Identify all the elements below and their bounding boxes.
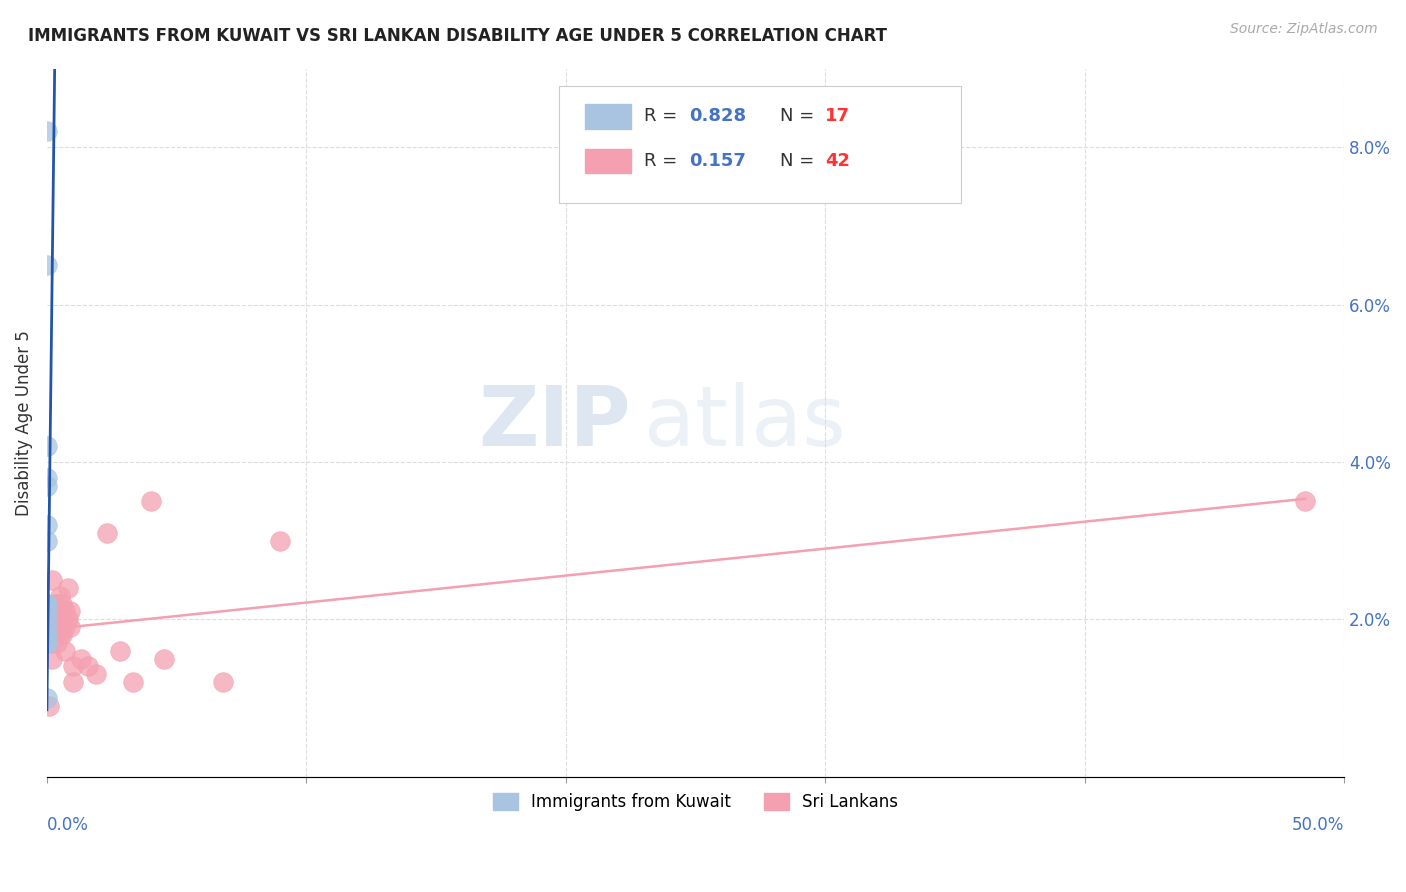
Point [38,612,60,626]
Text: 17: 17 [825,107,851,125]
Point [41,604,63,618]
Point [37,478,59,492]
Point [152,651,174,665]
Text: N =: N = [780,152,820,169]
Point [37,533,59,548]
Point [37,604,59,618]
Point [121,675,143,690]
FancyBboxPatch shape [585,104,631,128]
Point [96,525,118,540]
Point [51,628,73,642]
Point [49,604,72,618]
Point [44,620,66,634]
Text: 0.0%: 0.0% [46,815,89,833]
Text: 42: 42 [825,152,851,169]
Text: ZIP: ZIP [478,382,631,463]
Point [212,675,235,690]
Point [37,612,59,626]
Point [51,597,73,611]
Text: Source: ZipAtlas.com: Source: ZipAtlas.com [1230,22,1378,37]
Point [53,620,76,634]
Point [46,597,69,611]
Text: 50.0%: 50.0% [1292,815,1344,833]
Point [62,675,84,690]
FancyBboxPatch shape [560,87,962,203]
Point [38,698,60,713]
Point [41,636,63,650]
Y-axis label: Disability Age Under 5: Disability Age Under 5 [15,330,32,516]
Point [53,644,76,658]
Point [59,604,82,618]
Text: N =: N = [780,107,820,125]
Text: R =: R = [644,107,683,125]
Point [77,659,100,673]
Point [37,470,59,484]
Point [51,612,73,626]
Point [56,581,79,595]
Text: IMMIGRANTS FROM KUWAIT VS SRI LANKAN DISABILITY AGE UNDER 5 CORRELATION CHART: IMMIGRANTS FROM KUWAIT VS SRI LANKAN DIS… [28,27,887,45]
Legend: Immigrants from Kuwait, Sri Lankans: Immigrants from Kuwait, Sri Lankans [486,787,905,818]
Point [37,690,59,705]
Point [37,636,59,650]
FancyBboxPatch shape [585,149,631,173]
Point [59,620,82,634]
Point [69,651,91,665]
Point [38,620,60,634]
Point [1294,494,1316,508]
Point [51,604,73,618]
Point [49,628,72,642]
Point [139,494,162,508]
Point [46,620,69,634]
Point [37,620,59,634]
Text: 0.828: 0.828 [689,107,747,125]
Point [62,659,84,673]
Text: atlas: atlas [644,382,845,463]
Point [37,124,59,138]
Point [37,628,59,642]
Point [46,636,69,650]
Point [44,597,66,611]
Point [53,604,76,618]
Text: R =: R = [644,152,683,169]
Point [37,628,59,642]
Point [37,597,59,611]
Point [37,439,59,453]
Point [269,533,291,548]
Point [37,597,59,611]
Point [37,517,59,532]
Point [49,589,72,603]
Text: 0.157: 0.157 [689,152,747,169]
Point [37,636,59,650]
Point [108,644,131,658]
Point [37,258,59,272]
Point [46,612,69,626]
Point [41,651,63,665]
Point [44,612,66,626]
Point [41,573,63,587]
Point [38,628,60,642]
Point [56,612,79,626]
Point [84,667,107,681]
